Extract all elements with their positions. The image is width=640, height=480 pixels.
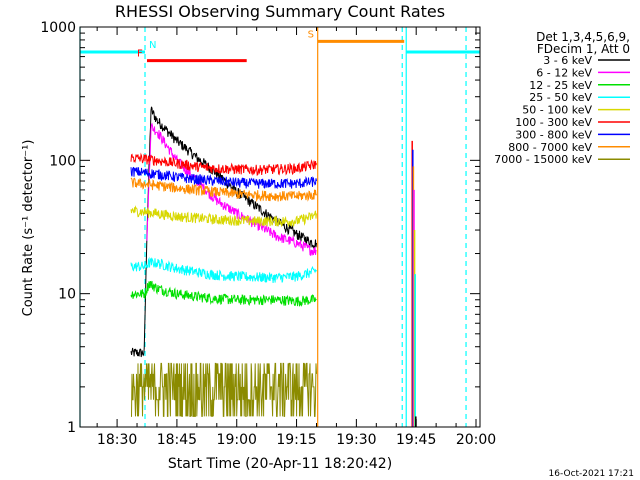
legend-label-7000-15000-kev: 7000 - 15000 keV [494, 153, 592, 166]
series-100-300-kev [130, 152, 317, 176]
x-tick-label-18-45: 18:45 [157, 432, 197, 448]
series-line-300-800-kev [130, 166, 317, 190]
axes: 18:30 18:45 19:00 19:15 19:30 19:45 20:00 1 10 10… [40, 20, 496, 448]
legend-label-100-300-kev: 100 - 300 keV [515, 116, 592, 129]
legend-label-3-6-kev: 3 - 6 keV [543, 54, 592, 67]
series-line-25-50-kev [130, 256, 317, 284]
y-tick-label-1: 1 [67, 420, 76, 436]
legend-label-800-7000-kev: 800 - 7000 keV [508, 141, 592, 154]
series-line-12-25-kev [130, 280, 317, 307]
legend-label-50-100-kev: 50 - 100 keV [522, 104, 592, 117]
series-line-50-100-kev [130, 205, 317, 228]
y-tick-label-100: 100 [49, 153, 76, 169]
flag-label-n: N [149, 40, 156, 51]
series-3-6-kev [130, 106, 317, 358]
y-tick-label-10: 10 [58, 287, 76, 303]
x-tick-label-19-15: 19:15 [276, 432, 316, 448]
legend-label-300-800-kev: 300 - 800 keV [515, 128, 592, 141]
series-line-7000-15000-kev [131, 362, 317, 417]
series-800-7000-kev [130, 177, 317, 203]
plot-area: NF S [79, 27, 480, 427]
plot-frame [79, 26, 481, 428]
legend-header: Det 1,3,4,5,6,9,FDecim 1, Att 0 [536, 30, 630, 56]
series-50-100-kev [130, 205, 317, 228]
footer-timestamp: 16-Oct-2021 17:21 [549, 469, 634, 479]
legend-header-line-0: Det 1,3,4,5,6,9, [536, 30, 630, 44]
legend-label-6-12-kev: 6 - 12 keV [536, 66, 592, 79]
series-12-25-kev [130, 280, 317, 307]
x-axis-label: Start Time (20-Apr-11 18:20:42) [168, 456, 392, 472]
series-line-3-6-kev [130, 106, 317, 358]
legend-label-12-25-kev: 12 - 25 keV [529, 79, 592, 92]
x-tick-label-19-30: 19:30 [336, 432, 376, 448]
flag-label-s: S [308, 29, 314, 40]
y-tick-label-1000: 1000 [40, 20, 76, 36]
flag-label-f: F [137, 49, 143, 60]
series-line-800-7000-kev [130, 177, 317, 203]
series-25-50-kev [130, 256, 317, 284]
y-axis-label: Count Rate (s⁻¹ detector⁻¹) [21, 140, 36, 317]
series-line-100-300-kev [130, 152, 317, 176]
series-line-6-12-kev [146, 122, 317, 257]
x-tick-label-18-30: 18:30 [97, 432, 137, 448]
chart-title: RHESSI Observing Summary Count Rates [115, 2, 445, 21]
x-tick-label-19-45: 19:45 [396, 432, 436, 448]
series-300-800-kev [130, 166, 317, 190]
x-tick-label-19-00: 19:00 [217, 432, 257, 448]
legend-header-line-1: FDecim 1, Att 0 [537, 42, 630, 56]
series-6-12-kev [146, 122, 317, 257]
series-7000-15000-kev [131, 362, 317, 417]
x-tick-label-20-00: 20:00 [456, 432, 496, 448]
legend-label-25-50-kev: 25 - 50 keV [529, 91, 592, 104]
